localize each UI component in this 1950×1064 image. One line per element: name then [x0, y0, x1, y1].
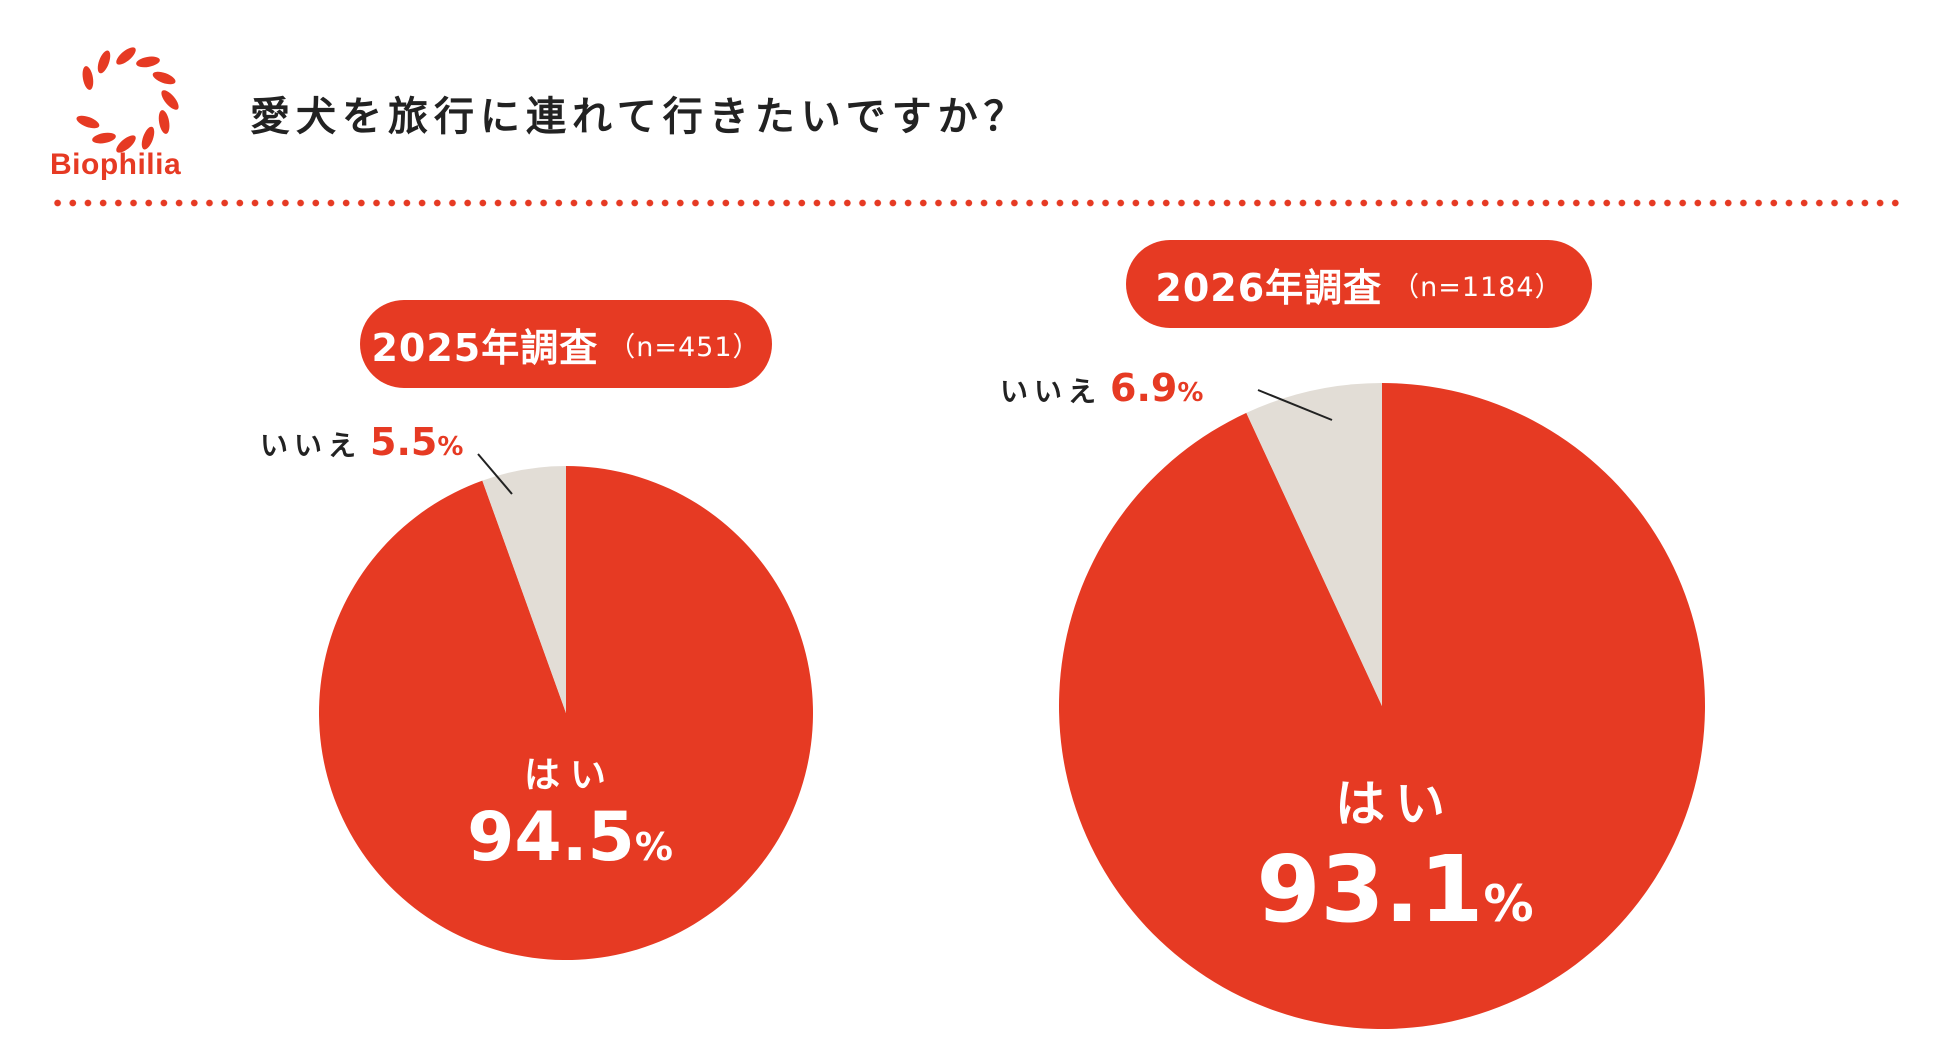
wreath-leaf: [161, 90, 179, 110]
pie-2025-no-unit: %: [437, 432, 464, 462]
pie-2025-slice-yes: [318, 466, 813, 960]
pie-2026-yes-unit: %: [1483, 875, 1534, 933]
wreath-logo-icon: [76, 47, 179, 153]
survey-2025-title: 2025年調査: [371, 325, 599, 370]
survey-2025-sample-size: （n=451）: [608, 331, 761, 363]
pie-2026-no-leader-line: [1257, 389, 1333, 421]
pie-2026-no-label: いいえ 6.9 %: [1000, 366, 1203, 410]
pie-2025-yes-text: はい: [523, 755, 616, 796]
survey-2026-title: 2026年調査: [1155, 265, 1383, 310]
brand-name: Biophilia: [50, 148, 182, 181]
survey-2026-badge: 2026年調査 （n=1184）: [1126, 240, 1592, 328]
pie-2026-yes-label: はい 93.1%: [1230, 764, 1560, 943]
wreath-leaf: [158, 110, 170, 134]
dotted-divider: [50, 198, 1902, 208]
pie-2025-yes-unit: %: [634, 825, 673, 869]
survey-2025-badge: 2025年調査 （n=451）: [360, 300, 772, 388]
pie-2026-slice-yes: [1058, 383, 1705, 1029]
wreath-leaf: [76, 115, 100, 129]
survey-2026-sample-size: （n=1184）: [1392, 271, 1563, 303]
wreath-leaf: [97, 50, 111, 74]
brand-logo: Biophilia: [44, 40, 209, 190]
pie-2026-no-value: 6.9: [1110, 366, 1178, 410]
pie-2025-yes-label: はい 94.5%: [460, 746, 680, 877]
wreath-leaf: [152, 71, 176, 85]
wreath-leaf: [136, 56, 160, 68]
wreath-leaf: [141, 126, 155, 150]
wreath-leaf: [116, 47, 136, 65]
pie-2026-no-text: いいえ: [1000, 375, 1103, 408]
wreath-leaf: [116, 135, 136, 153]
pie-2026-yes-text: はい: [1335, 775, 1455, 833]
wreath-leaf: [92, 132, 116, 144]
pie-2026-yes-value: 93.1: [1256, 836, 1484, 943]
pie-2025-no-value: 5.5: [370, 420, 438, 464]
pie-2025-no-leader-line: [477, 453, 513, 495]
pie-2025-no-label: いいえ 5.5 %: [260, 420, 463, 464]
pie-2026-no-unit: %: [1177, 378, 1204, 408]
wreath-leaf: [82, 66, 94, 90]
pie-2025-slice-no: [482, 466, 566, 713]
pie-2025-no-text: いいえ: [260, 429, 363, 462]
page-title: 愛犬を旅行に連れて行きたいですか？: [250, 94, 1030, 140]
pie-2025-yes-value: 94.5: [467, 798, 635, 877]
pie-2026-slice-no: [1246, 383, 1382, 706]
